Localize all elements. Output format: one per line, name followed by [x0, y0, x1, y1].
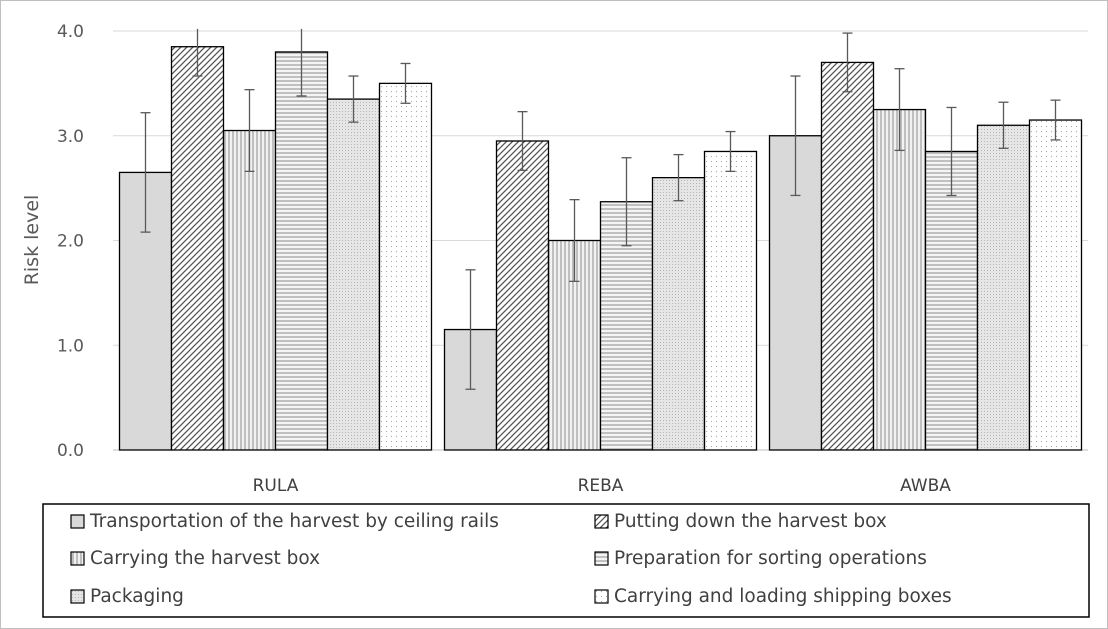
bar-rula-4 [274, 51, 329, 451]
y-axis-title: Risk level [21, 195, 43, 286]
y-tick-label: 0.0 [57, 441, 84, 461]
bar-rula-3 [222, 129, 277, 451]
bar-reba-6 [703, 150, 758, 451]
legend-swatch [594, 551, 609, 566]
x-category-label: REBA [578, 476, 624, 496]
bar-rula-2 [170, 46, 225, 451]
bar-awba-2 [820, 61, 875, 451]
legend: Transportation of the harvest by ceiling… [42, 503, 1090, 618]
legend-label: Packaging [90, 586, 184, 607]
x-category-labels: RULA REBA AWBA [253, 476, 952, 496]
legend-label: Preparation for sorting operations [614, 548, 927, 569]
legend-label: Putting down the harvest box [614, 511, 887, 532]
bar-awba-4 [924, 150, 979, 451]
legend-label: Carrying the harvest box [90, 548, 320, 569]
bar-rula-6 [378, 82, 433, 451]
bar-awba-3 [872, 108, 927, 451]
y-tick-labels: 0.0 1.0 2.0 3.0 4.0 [57, 22, 84, 461]
bar-rula-5 [326, 98, 381, 451]
bar-reba-5 [651, 176, 706, 451]
bar-reba-2 [495, 140, 550, 451]
y-tick-label: 2.0 [57, 232, 84, 252]
legend-label: Carrying and loading shipping boxes [614, 586, 952, 607]
error-bars [140, 28, 1061, 390]
bar-awba-6 [1028, 119, 1083, 451]
y-tick-label: 4.0 [57, 22, 84, 42]
x-category-label: AWBA [900, 476, 951, 496]
y-tick-label: 3.0 [57, 127, 84, 147]
legend-swatch [70, 514, 85, 529]
bar-awba-5 [976, 124, 1031, 451]
y-tick-label: 1.0 [57, 336, 84, 356]
legend-swatch [594, 514, 609, 529]
legend-swatch [70, 551, 85, 566]
legend-swatch [70, 589, 85, 604]
legend-label: Transportation of the harvest by ceiling… [89, 511, 499, 532]
bar-rula-1 [118, 171, 173, 451]
legend-swatch [594, 589, 609, 604]
legend-box [42, 503, 1090, 618]
bars [118, 46, 1083, 451]
x-category-label: RULA [253, 476, 299, 496]
